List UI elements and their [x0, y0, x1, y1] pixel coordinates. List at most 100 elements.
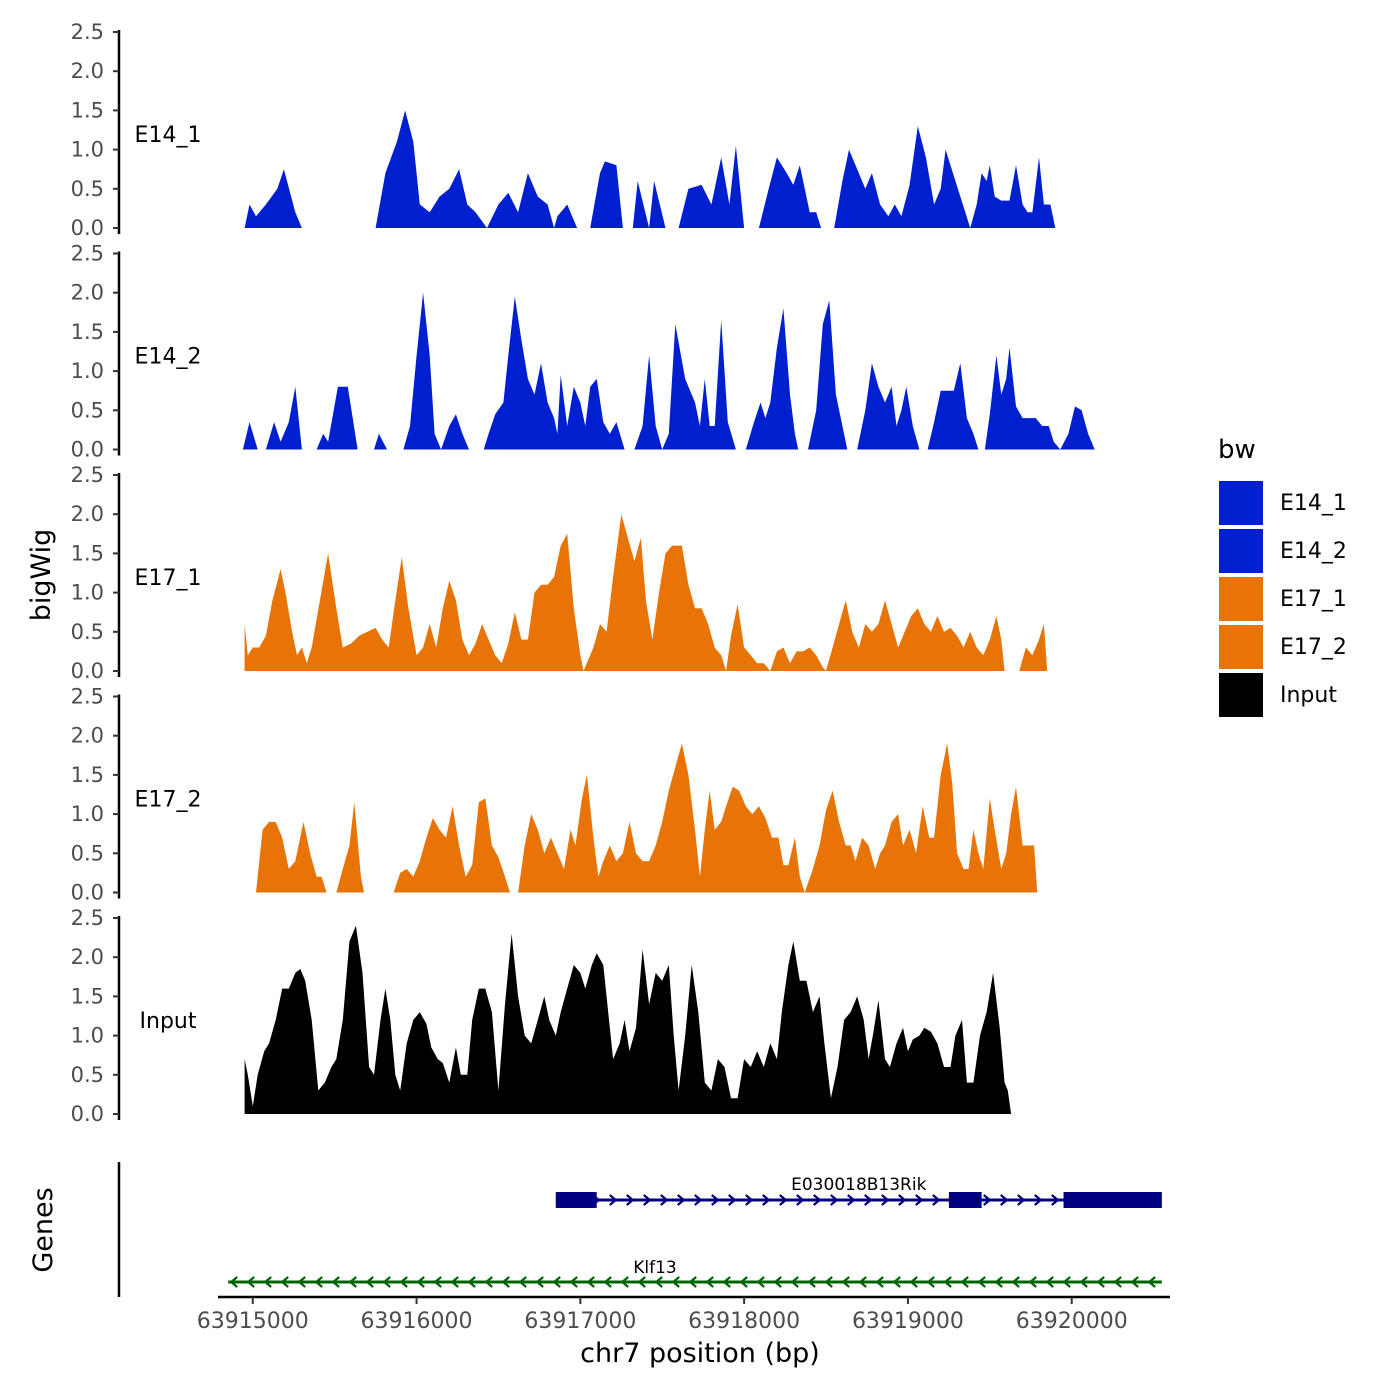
- series-area: [242, 292, 1095, 450]
- strand-arrow: [484, 1276, 493, 1288]
- track-label: E17_2: [135, 787, 202, 812]
- track-label: E14_2: [135, 344, 202, 369]
- strand-arrow: [1079, 1276, 1088, 1288]
- strand-arrow: [779, 1194, 788, 1206]
- legend-label: E14_1: [1280, 491, 1347, 516]
- strand-arrow: [518, 1276, 527, 1288]
- strand-arrow: [728, 1194, 737, 1206]
- exon-block: [948, 1192, 982, 1208]
- legend-item: E17_1: [1217, 575, 1347, 623]
- strand-arrow: [620, 1276, 629, 1288]
- strand-arrow: [739, 1276, 748, 1288]
- strand-arrow: [960, 1276, 969, 1288]
- exon-block: [555, 1192, 597, 1208]
- y-tick-label: 1.5: [71, 984, 104, 1008]
- strand-arrow: [892, 1276, 901, 1288]
- legend-item: E14_1: [1217, 479, 1347, 527]
- strand-arrow: [722, 1276, 731, 1288]
- strand-arrow: [841, 1276, 850, 1288]
- strand-arrow: [1028, 1276, 1037, 1288]
- x-tick-label: 63920000: [1016, 1309, 1128, 1334]
- strand-arrow: [331, 1276, 340, 1288]
- series-area: [244, 110, 1056, 228]
- y-tick-label: 2.5: [71, 20, 104, 44]
- strand-arrow: [881, 1194, 890, 1206]
- y-tick-label: 0.5: [71, 398, 104, 422]
- track-panel: 0.0 0.5 1.0 1.5 2.0 2.5 E14_2: [71, 242, 1095, 462]
- strand-arrow: [637, 1276, 646, 1288]
- strand-arrow: [382, 1276, 391, 1288]
- x-tick-label: 63916000: [361, 1309, 473, 1334]
- y-tick-label: 0.0: [71, 216, 104, 240]
- track-panel: 0.0 0.5 1.0 1.5 2.0 2.5 Input: [71, 906, 1012, 1126]
- y-tick-label: 2.0: [71, 945, 104, 969]
- strand-arrow: [1096, 1276, 1105, 1288]
- signal-tracks: 0.0 0.5 1.0 1.5 2.0 2.5 E14_1 0.0 0.5 1.0 1.5 2.0 2.…: [71, 20, 1095, 1126]
- y-tick-label: 2.0: [71, 724, 104, 748]
- y-tick-label: 2.0: [71, 502, 104, 526]
- strand-arrow: [654, 1276, 663, 1288]
- track-panel: 0.0 0.5 1.0 1.5 2.0 2.5 E14_1: [71, 20, 1056, 240]
- y-tick-label: 2.5: [71, 242, 104, 266]
- track-panel: 0.0 0.5 1.0 1.5 2.0 2.5 E17_1: [71, 463, 1048, 683]
- strand-arrow: [450, 1276, 459, 1288]
- x-axis: 63915000 63916000 63917000 63918000 63919000…: [197, 1295, 1170, 1334]
- legend-item: Input: [1217, 671, 1337, 719]
- strand-arrow: [416, 1276, 425, 1288]
- strand-arrow: [858, 1276, 867, 1288]
- strand-arrow: [847, 1194, 856, 1206]
- y-tick-label: 0.0: [71, 881, 104, 905]
- strand-arrow: [365, 1276, 374, 1288]
- y-tick-label: 0.5: [71, 620, 104, 644]
- strand-arrow: [229, 1276, 238, 1288]
- x-tick-label: 63915000: [197, 1309, 309, 1334]
- y-tick-label: 2.5: [71, 685, 104, 709]
- strand-arrow: [348, 1276, 357, 1288]
- strand-arrow: [898, 1194, 907, 1206]
- strand-arrow: [552, 1276, 561, 1288]
- strand-arrow: [711, 1194, 720, 1206]
- strand-arrow: [932, 1194, 941, 1206]
- strand-arrow: [643, 1194, 652, 1206]
- strand-arrow: [467, 1276, 476, 1288]
- y-tick-label: 1.0: [71, 1024, 104, 1048]
- legend-label: E17_1: [1280, 587, 1347, 612]
- y-tick-label: 0.5: [71, 177, 104, 201]
- track-label: E17_1: [135, 566, 202, 591]
- strand-arrow: [909, 1276, 918, 1288]
- strand-arrow: [263, 1276, 272, 1288]
- series-area: [244, 514, 1048, 671]
- y-tick-label: 1.5: [71, 763, 104, 787]
- y-tick-label: 1.5: [71, 541, 104, 565]
- legend-label: E14_2: [1280, 539, 1347, 564]
- strand-arrow: [926, 1276, 935, 1288]
- legend-item: E14_2: [1217, 527, 1347, 575]
- strand-arrow: [864, 1194, 873, 1206]
- strand-arrow: [609, 1194, 618, 1206]
- legend-swatch: [1217, 479, 1265, 527]
- legend-swatch: [1217, 623, 1265, 671]
- y-tick-label: 0.5: [71, 841, 104, 865]
- y-tick-label: 1.0: [71, 359, 104, 383]
- strand-arrow: [977, 1276, 986, 1288]
- x-tick-label: 63919000: [852, 1309, 964, 1334]
- strand-arrow: [756, 1276, 765, 1288]
- strand-arrow: [813, 1194, 822, 1206]
- y-tick-label: 2.0: [71, 59, 104, 83]
- strand-arrow: [603, 1276, 612, 1288]
- y-tick-label: 1.5: [71, 320, 104, 344]
- strand-arrow: [399, 1276, 408, 1288]
- legend-label: E17_2: [1280, 635, 1347, 660]
- series-area: [256, 743, 1038, 893]
- strand-arrow: [501, 1276, 510, 1288]
- strand-arrow: [246, 1276, 255, 1288]
- strand-arrow: [705, 1276, 714, 1288]
- y-tick-label: 0.0: [71, 1102, 104, 1126]
- strand-arrow: [1011, 1276, 1020, 1288]
- strand-arrow: [688, 1276, 697, 1288]
- strand-arrow: [569, 1276, 578, 1288]
- strand-arrow: [314, 1276, 323, 1288]
- strand-arrow: [943, 1276, 952, 1288]
- strand-arrow: [1000, 1194, 1009, 1206]
- strand-arrow: [626, 1194, 635, 1206]
